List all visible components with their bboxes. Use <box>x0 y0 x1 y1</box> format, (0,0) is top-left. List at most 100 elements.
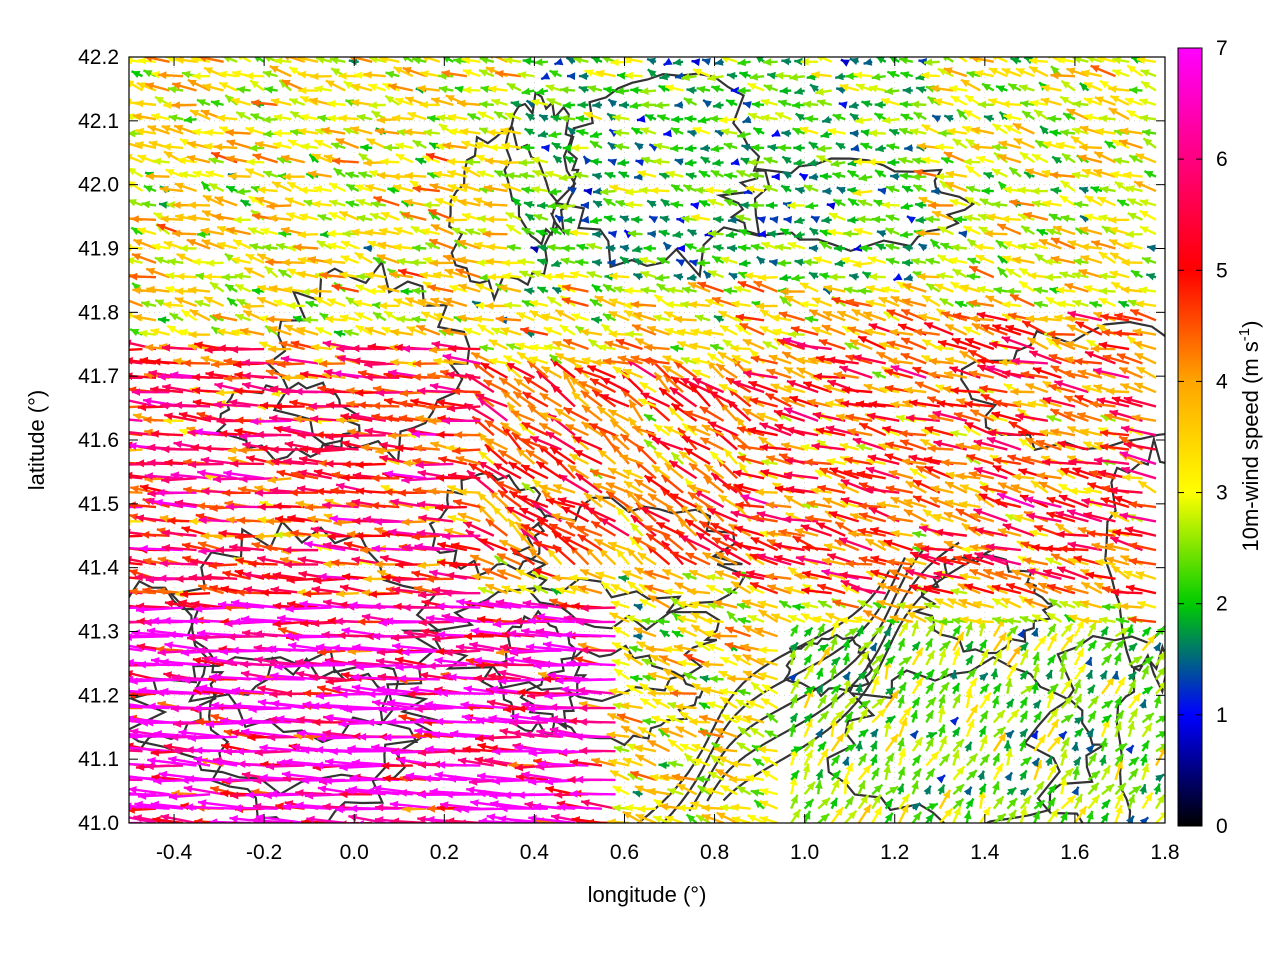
wind-vector <box>598 547 617 566</box>
wind-vector <box>486 215 508 224</box>
wind-vector <box>950 243 967 252</box>
wind-vector <box>979 734 988 752</box>
wind-vector <box>737 616 751 625</box>
wind-vector <box>506 82 522 92</box>
wind-vector <box>885 185 900 193</box>
wind-vector <box>1153 783 1161 795</box>
wind-vector <box>209 281 225 293</box>
wind-vector <box>355 460 386 469</box>
wind-vector <box>1126 815 1135 823</box>
wind-vector <box>320 126 346 135</box>
wind-vector <box>1128 768 1139 781</box>
wind-vector <box>965 185 981 193</box>
wind-vector <box>885 785 899 796</box>
wind-vector <box>619 454 643 466</box>
wind-vector <box>129 204 130 206</box>
wind-vector <box>794 87 805 95</box>
wind-vector <box>712 632 738 640</box>
wind-vector <box>709 343 724 352</box>
wind-vector <box>183 115 197 124</box>
wind-vector <box>758 646 778 655</box>
wind-vector <box>635 158 645 167</box>
wind-vector <box>794 216 805 225</box>
wind-vector <box>949 429 968 438</box>
wind-vector <box>637 805 657 813</box>
wind-vector <box>799 281 819 293</box>
wind-vector <box>521 143 535 152</box>
wind-vector <box>531 185 549 194</box>
wind-vector <box>264 265 279 279</box>
wind-vector <box>1001 100 1021 109</box>
wind-vector <box>1141 722 1153 738</box>
wind-vector <box>869 728 879 738</box>
wind-vector <box>179 244 197 253</box>
wind-vector <box>943 114 954 123</box>
wind-vector <box>1122 171 1143 180</box>
wind-vector <box>1085 669 1093 680</box>
wind-vector <box>777 259 792 267</box>
terrain-contour <box>511 496 747 632</box>
wind-vector <box>675 258 686 267</box>
wind-vector <box>1100 764 1112 781</box>
wind-vector <box>992 762 1004 781</box>
wind-vector <box>723 142 738 150</box>
wind-vector <box>1087 710 1097 724</box>
wind-vector <box>685 172 697 180</box>
wind-vector <box>630 300 657 309</box>
wind-vector <box>1006 625 1019 638</box>
wind-vector <box>1128 756 1140 767</box>
wind-vector <box>534 58 548 67</box>
wind-vector <box>666 286 684 295</box>
wind-vector <box>654 101 670 110</box>
y-tick-label: 42.1 <box>78 110 119 133</box>
wind-vector <box>200 180 211 192</box>
wind-vector <box>925 750 940 767</box>
wind-vector <box>902 86 913 95</box>
wind-vector <box>952 765 966 781</box>
wind-vector <box>487 273 508 281</box>
wind-vector <box>815 780 823 795</box>
wind-vector <box>996 223 1022 236</box>
wind-vector <box>659 215 670 223</box>
wind-vector <box>696 259 711 267</box>
wind-vector <box>871 806 883 823</box>
wind-vector <box>536 286 549 294</box>
wind-vector <box>608 230 618 239</box>
wind-vector <box>871 73 886 81</box>
wind-vector <box>952 749 960 766</box>
wind-vector <box>652 815 670 823</box>
wind-vector <box>742 115 752 124</box>
wind-vector <box>938 789 952 810</box>
wind-vector <box>800 57 819 66</box>
wind-vector <box>790 794 799 810</box>
wind-vector <box>589 216 603 225</box>
wind-vector <box>1114 804 1123 823</box>
wind-vector <box>883 627 892 637</box>
wind-vector <box>192 72 211 81</box>
wind-vector <box>841 756 850 766</box>
wind-vector <box>789 712 799 724</box>
colorbar-tick-label: 4 <box>1216 370 1228 393</box>
wind-vector <box>954 300 968 309</box>
wind-vector <box>282 802 332 811</box>
wind-vector <box>495 70 522 78</box>
wind-vector <box>485 257 508 266</box>
wind-vector <box>804 315 819 324</box>
wind-vector <box>728 272 738 281</box>
wind-vector <box>1045 669 1053 680</box>
wind-vector <box>129 663 130 666</box>
terrain-contour <box>266 259 471 465</box>
wind-vector <box>990 668 999 680</box>
wind-vector <box>1046 623 1057 637</box>
wind-vector <box>216 388 238 397</box>
wind-vector <box>1114 792 1124 810</box>
wind-vector <box>898 127 914 136</box>
wind-vector <box>1155 811 1165 823</box>
wind-vector <box>730 300 751 308</box>
wind-vector <box>452 498 481 509</box>
wind-vector <box>1004 678 1013 694</box>
wind-vector <box>936 272 954 280</box>
wind-vector <box>700 155 711 165</box>
wind-vector <box>1100 676 1116 695</box>
wind-vector <box>129 591 130 594</box>
